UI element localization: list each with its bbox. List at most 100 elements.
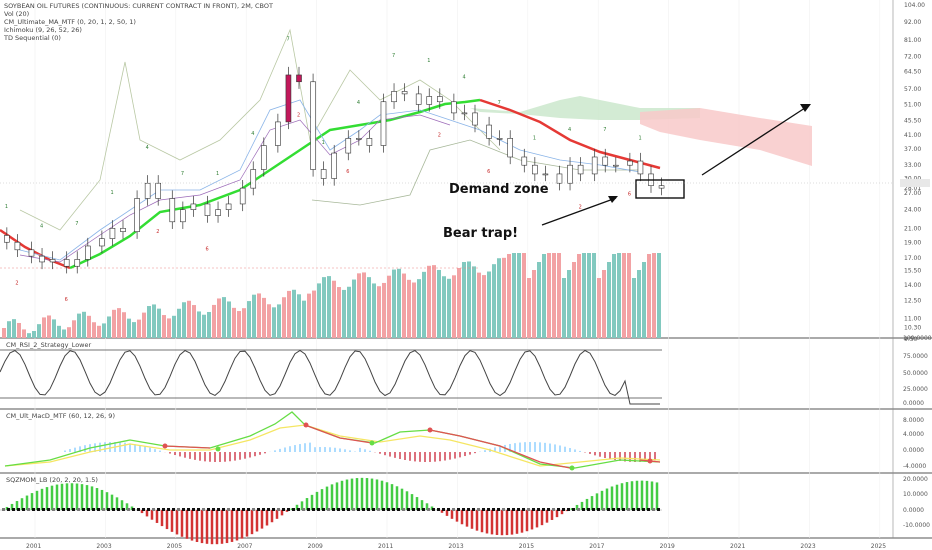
volume-bar: [412, 282, 416, 338]
macd-line-red: [164, 424, 661, 469]
sqz-dot: [57, 508, 60, 511]
sqz-dot: [367, 508, 370, 511]
td-count: 2: [579, 205, 582, 211]
candle-body: [472, 112, 478, 126]
sqz-dot: [522, 508, 525, 511]
chart-title: SOYBEAN OIL FUTURES (CONTINUOUS: CURRENT…: [4, 2, 273, 10]
volume-bar: [162, 315, 166, 338]
legend-ma: CM_Ultimate_MA_MTF (0, 20, 1, 2, 50, 1): [4, 18, 136, 26]
price-tick-label: 27.00: [904, 190, 921, 197]
candle-body: [28, 249, 35, 257]
sqz-dot: [317, 508, 320, 511]
macd-panel: [4, 411, 661, 471]
sqz-dot: [282, 508, 285, 511]
cloud-red: [640, 108, 812, 166]
macd-cross-2: [215, 446, 221, 452]
volume-bar: [292, 289, 296, 338]
sqz-dot: [427, 508, 430, 511]
sqz-dot: [412, 508, 415, 511]
candle-body: [507, 138, 514, 158]
sqz-dot: [592, 508, 595, 511]
volume-bar: [182, 302, 186, 338]
td-count: 2: [15, 280, 18, 286]
volume-bar: [597, 278, 601, 338]
rsi-tick-label: 0.0000: [903, 400, 924, 407]
volume-bar: [527, 278, 531, 338]
volume-bar: [27, 333, 31, 338]
volume-bar: [447, 278, 451, 338]
arrow-up-left: [541, 196, 618, 226]
candle-body: [63, 259, 70, 267]
sqz-dot: [187, 508, 190, 511]
volume-bar: [397, 268, 401, 338]
sqz-histogram: [5, 477, 659, 545]
sqz-dot: [82, 508, 85, 511]
price-tick-label: 57.00: [904, 86, 921, 93]
sqz-dot: [212, 508, 215, 511]
time-tick-label: 2023: [800, 543, 815, 550]
sqz-dot: [267, 508, 270, 511]
volume-bar: [337, 287, 341, 338]
candle-body: [39, 255, 45, 263]
sqz-dot: [382, 508, 385, 511]
candle-body: [426, 96, 433, 105]
time-tick-label: 2009: [308, 543, 323, 550]
volume-bar: [137, 319, 141, 338]
sqz-dot: [52, 508, 55, 511]
volume-bar: [522, 253, 526, 338]
sqz-dot: [477, 508, 480, 511]
volume-bar: [262, 297, 266, 338]
td-count: 1: [5, 204, 8, 210]
volume-bar: [142, 312, 146, 338]
sqz-dot: [472, 508, 475, 511]
candle-body: [134, 198, 140, 232]
sqz-dot: [457, 508, 460, 511]
sqz-dot: [232, 508, 235, 511]
volume-bar: [287, 290, 291, 338]
sqz-dot: [617, 508, 620, 511]
volume-bar: [252, 294, 256, 338]
volume-bar: [507, 254, 511, 338]
rsi-tick-label: 50.0000: [903, 370, 928, 377]
sqz-panel-label: SQZMOM_LB (20, 2, 20, 1.5): [6, 476, 98, 484]
ma-line-red-early: [0, 228, 71, 270]
volume-bar: [467, 261, 471, 338]
sqz-dot: [652, 508, 655, 511]
chart-legend: SOYBEAN OIL FUTURES (CONTINUOUS: CURRENT…: [4, 2, 273, 42]
volume-bar: [622, 253, 626, 338]
candle-body: [602, 156, 609, 166]
volume-bar: [227, 301, 231, 338]
volume-bar: [17, 322, 21, 338]
price-tick-label: 33.00: [904, 162, 921, 169]
macd-tick-label: -4.0000: [903, 463, 926, 470]
rsi-tick-label: 75.0000: [903, 353, 928, 360]
price-tick-label: 41.00: [904, 132, 921, 139]
volume-bar: [382, 282, 386, 338]
time-tick-label: 2003: [96, 543, 111, 550]
sqz-dot: [352, 508, 355, 511]
volume-bar: [432, 265, 436, 338]
td-count: 1: [322, 140, 325, 146]
volume-bar: [192, 305, 196, 338]
candle-body: [415, 93, 422, 105]
time-tick-label: 2011: [378, 543, 393, 550]
candle-body: [144, 182, 151, 199]
sqz-dot: [657, 508, 660, 511]
sqz-dot: [22, 508, 25, 511]
candle-body: [486, 124, 492, 139]
td-count: 7: [286, 37, 289, 43]
volume-bar: [652, 253, 656, 338]
volume-bar: [57, 325, 61, 338]
sqz-dot: [632, 508, 635, 511]
sqz-dot: [552, 508, 555, 511]
candle-body: [296, 74, 302, 83]
sqz-dot: [137, 508, 140, 511]
price-tick-label: 64.50: [904, 69, 921, 76]
candle-body: [275, 121, 281, 146]
volume-bar: [617, 253, 621, 338]
sqz-dot: [542, 508, 545, 511]
volume-bar: [502, 257, 506, 338]
grid-lines: [34, 0, 881, 538]
legend-ichimoku: Ichimoku (9, 26, 52, 26): [4, 26, 82, 34]
